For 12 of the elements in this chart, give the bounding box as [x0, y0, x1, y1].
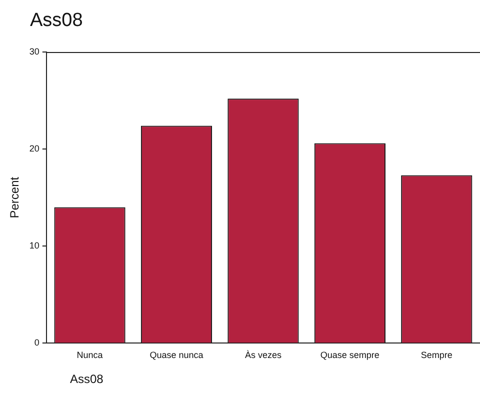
text: Ass08	[70, 372, 104, 386]
y-tick-label: 10	[29, 240, 40, 251]
chart-title: Ass08	[30, 10, 83, 32]
x-tick-label: Sempre	[420, 350, 452, 360]
y-axis-title: Percent	[8, 176, 22, 218]
y-tick-label: 30	[29, 46, 40, 56]
y-tick-label: 0	[34, 338, 40, 348]
x-tick-label: Quase sempre	[320, 350, 380, 360]
x-tick-label: Quase nunca	[150, 350, 204, 360]
x-tick-label: Às vezes	[244, 350, 282, 360]
y-tick-label: 20	[29, 144, 40, 154]
x-tick-label: Nunca	[76, 350, 103, 360]
